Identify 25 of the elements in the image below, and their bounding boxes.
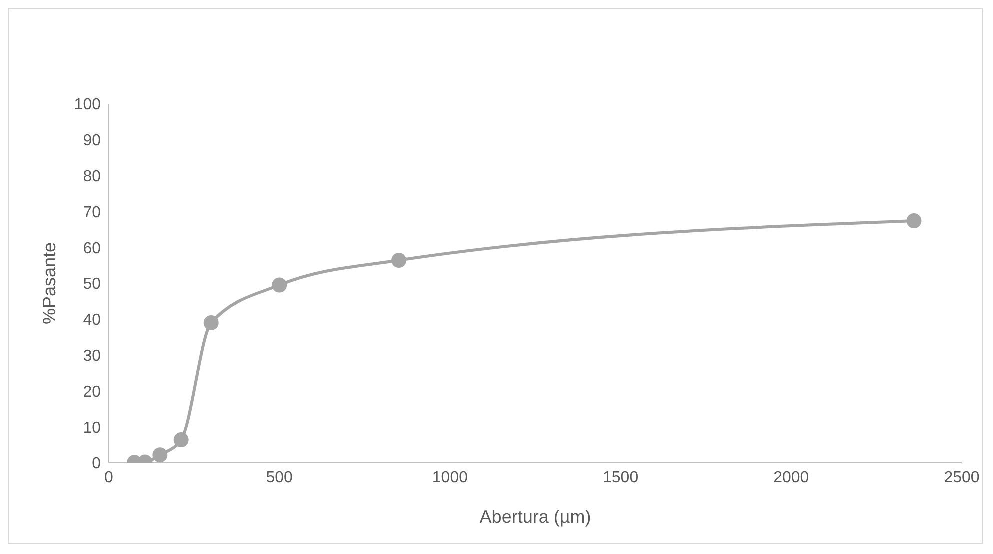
y-tick-label: 60 <box>83 240 102 258</box>
y-tick-label: 80 <box>83 168 102 186</box>
point <box>152 448 168 463</box>
x-tick-label: 2000 <box>774 469 810 486</box>
point <box>906 214 922 229</box>
y-tick-label: 90 <box>83 132 102 150</box>
point <box>392 253 407 268</box>
y-tick-label: 70 <box>83 204 102 222</box>
y-tick-label: 10 <box>83 420 102 437</box>
y-tick-label: 40 <box>83 312 102 330</box>
x-tick-label: 0 <box>104 469 114 486</box>
point <box>204 315 219 330</box>
y-tick-label: 100 <box>74 96 102 114</box>
point <box>174 432 189 448</box>
x-tick-label: 1000 <box>432 469 468 486</box>
y-tick-label: 20 <box>83 384 102 401</box>
y-tick-label: 0 <box>92 456 102 473</box>
y-axis-title: %Pasante <box>39 242 60 325</box>
x-axis-title: Abertura (µm) <box>480 507 592 527</box>
x-tick-label: 2500 <box>944 469 980 486</box>
y-tick-label: 50 <box>83 276 102 294</box>
x-tick-label: 500 <box>266 469 294 486</box>
y-tick-label: 30 <box>83 348 102 365</box>
x-tick-label: 1500 <box>603 469 639 486</box>
point <box>272 278 288 293</box>
